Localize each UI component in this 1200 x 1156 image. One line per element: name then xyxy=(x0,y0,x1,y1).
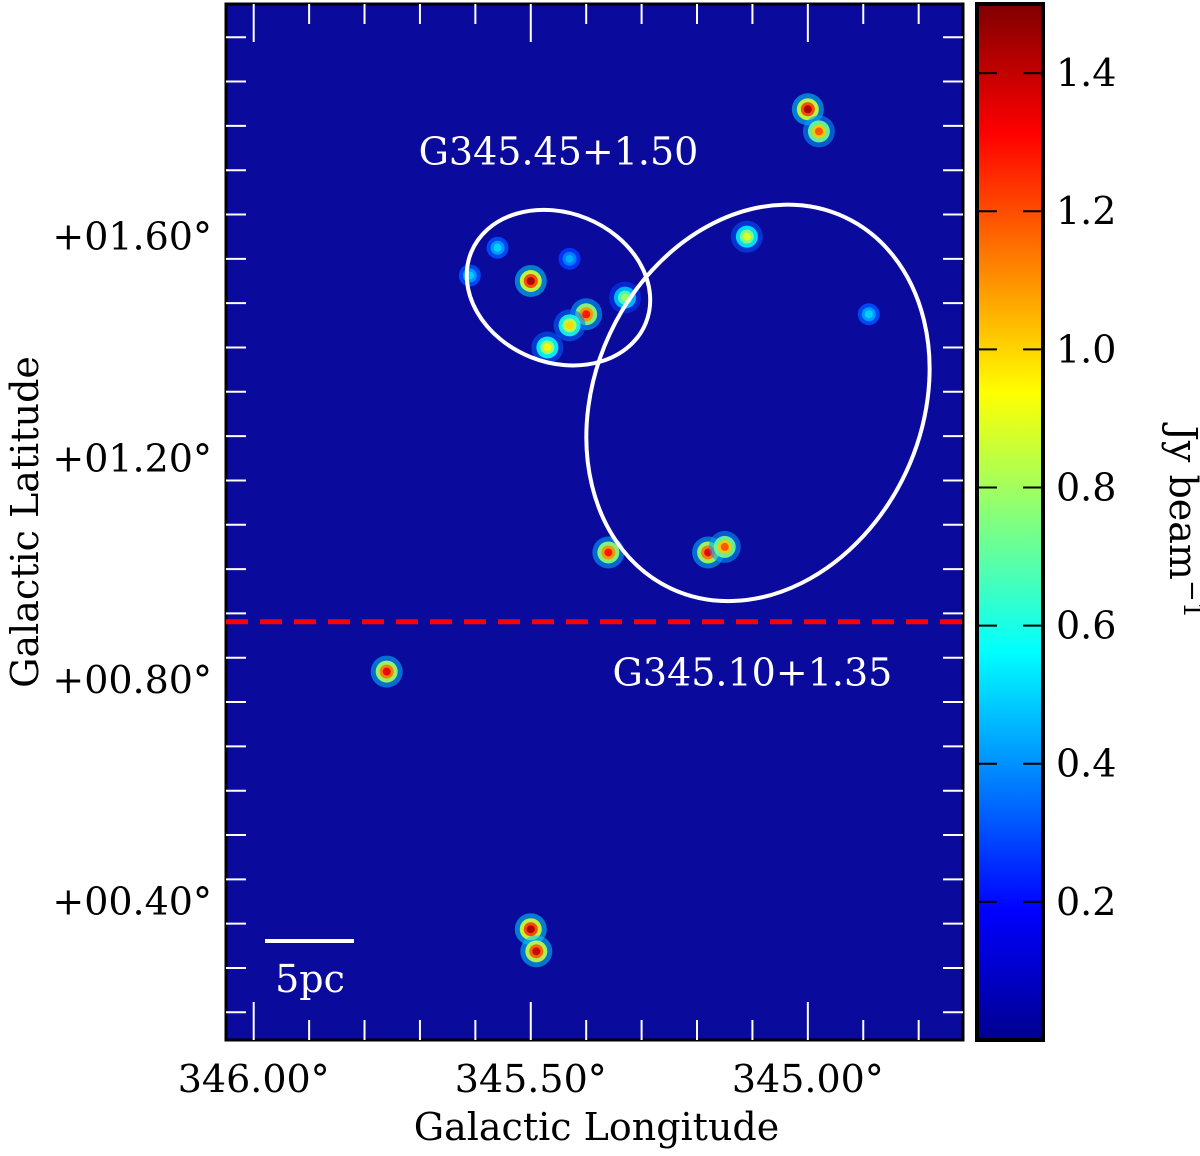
colorbar-tick-label: 1.4 xyxy=(1056,51,1116,95)
y-axis-label: Galactic Latitude xyxy=(3,356,47,688)
emission-source xyxy=(514,265,547,298)
map-background xyxy=(226,4,963,1040)
emission-source xyxy=(802,115,835,148)
emission-source xyxy=(486,236,509,259)
emission-source-level xyxy=(604,548,613,557)
x-tick-label: 345.00° xyxy=(732,1057,884,1101)
colorbar-tick-label: 0.2 xyxy=(1056,880,1116,924)
x-axis-label: Galactic Longitude xyxy=(414,1105,780,1149)
colorbar-tick-label: 1.0 xyxy=(1056,327,1116,371)
emission-source-level xyxy=(382,667,391,676)
colorbar-label-text: Jy beam xyxy=(1161,422,1200,580)
emission-source xyxy=(730,220,763,253)
emission-source-level xyxy=(742,232,751,241)
colorbar-tick-label: 0.4 xyxy=(1056,742,1116,786)
sources-group xyxy=(370,93,880,968)
emission-source xyxy=(608,281,641,314)
colorbar-tick-label: 1.2 xyxy=(1056,189,1116,233)
emission-source-level xyxy=(526,925,535,934)
y-tick-label: +01.60° xyxy=(52,215,212,259)
plot-frame xyxy=(224,2,965,1042)
emission-source-level xyxy=(582,310,591,319)
emission-source-level xyxy=(565,321,574,330)
y-tick-label: +00.40° xyxy=(52,879,212,923)
emission-source xyxy=(592,536,625,569)
emission-source-level xyxy=(532,947,541,956)
y-tick-label: +00.80° xyxy=(52,658,212,702)
y-tick-label: +01.20° xyxy=(52,436,212,480)
emission-source xyxy=(558,247,581,270)
emission-source-level xyxy=(720,542,729,551)
emission-source-level xyxy=(814,127,823,136)
colorbar xyxy=(975,2,1045,1042)
emission-source-level xyxy=(493,243,502,252)
x-tick-label: 346.00° xyxy=(178,1057,330,1101)
emission-source xyxy=(458,264,481,287)
scale-bar-label: 5pc xyxy=(275,957,345,1001)
region-annotation: G345.10+1.35 xyxy=(613,650,893,694)
emission-source xyxy=(857,303,880,326)
emission-source-level xyxy=(864,310,873,319)
emission-source xyxy=(553,309,586,342)
emission-source xyxy=(370,655,403,688)
emission-source-level xyxy=(526,277,535,286)
axis-ticks xyxy=(226,4,963,1040)
region-annotation: G345.45+1.50 xyxy=(419,130,699,174)
emission-source xyxy=(531,331,564,364)
emission-source xyxy=(708,530,741,563)
emission-source-level xyxy=(543,343,552,352)
emission-source-level xyxy=(565,254,574,263)
region-ellipse xyxy=(464,207,653,368)
x-tick-label: 345.50° xyxy=(455,1057,607,1101)
colorbar-label-exponent: −1 xyxy=(1177,580,1200,618)
colorbar-tick-label: 0.8 xyxy=(1056,465,1116,509)
emission-source-level xyxy=(803,105,812,114)
region-ellipse xyxy=(584,202,932,604)
colorbar-tick-label: 0.6 xyxy=(1056,604,1116,648)
emission-source xyxy=(520,935,553,968)
colorbar-label: Jy beam−1 xyxy=(1161,422,1200,619)
